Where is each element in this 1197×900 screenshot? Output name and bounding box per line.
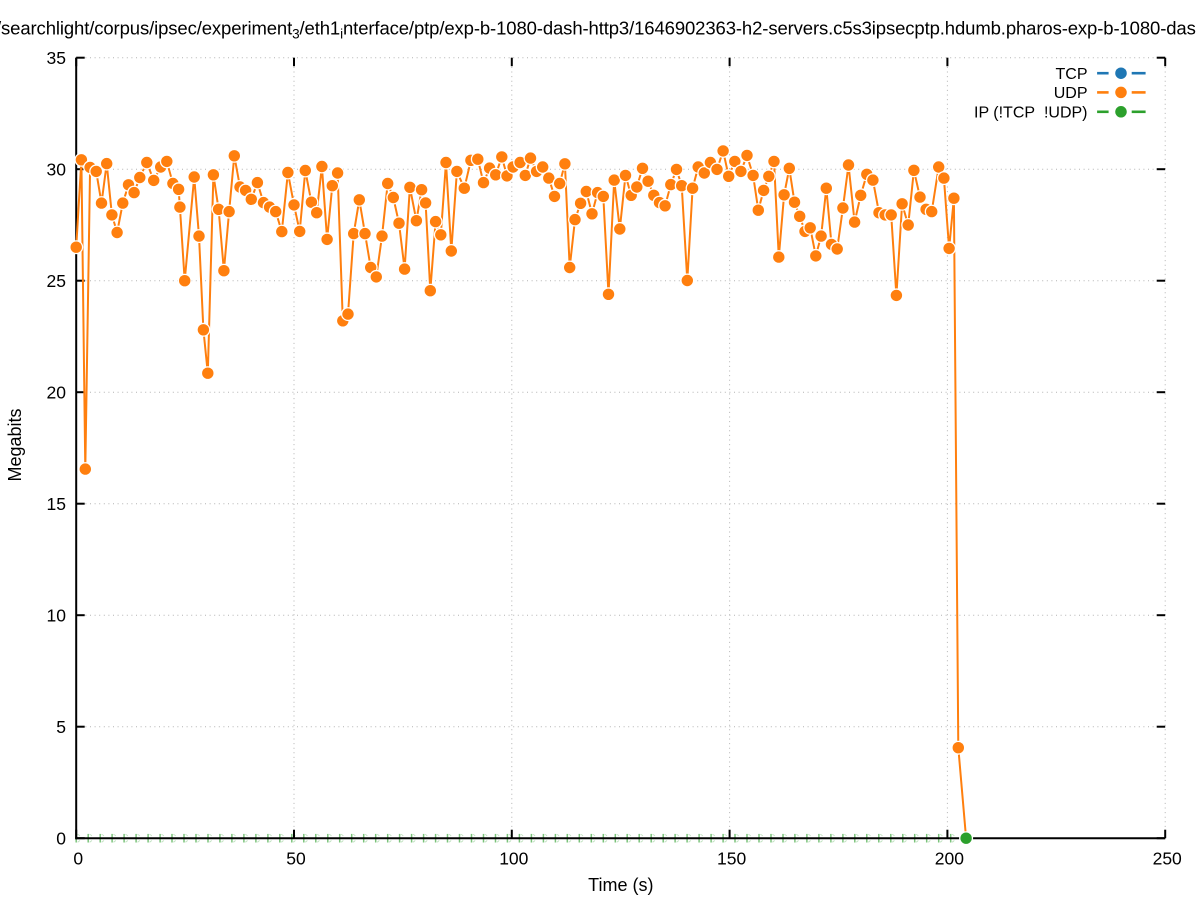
svg-text:15: 15 [47,494,66,514]
svg-text:0: 0 [73,849,83,869]
svg-text:50: 50 [286,849,306,869]
svg-text:25: 25 [47,271,66,291]
svg-text:Time (s): Time (s) [588,875,653,895]
svg-text:200: 200 [935,849,964,869]
svg-text:Megabits: Megabits [5,408,25,481]
svg-text:TCP: TCP [1056,66,1088,83]
svg-text:5: 5 [56,717,66,737]
svg-text:35: 35 [47,48,66,68]
svg-text:30: 30 [47,159,67,179]
svg-text:UDP: UDP [1054,85,1088,102]
svg-text:100: 100 [499,849,528,869]
svg-text:/searchlight/corpus/ipsec/expe: /searchlight/corpus/ipsec/experiment3/et… [0,18,1196,42]
svg-text:IP (!TCP !UDP): IP (!TCP !UDP) [974,105,1088,122]
svg-text:150: 150 [717,849,746,869]
svg-text:10: 10 [47,605,67,625]
svg-text:20: 20 [47,382,67,402]
svg-text:0: 0 [56,828,66,848]
svg-text:250: 250 [1153,849,1182,869]
